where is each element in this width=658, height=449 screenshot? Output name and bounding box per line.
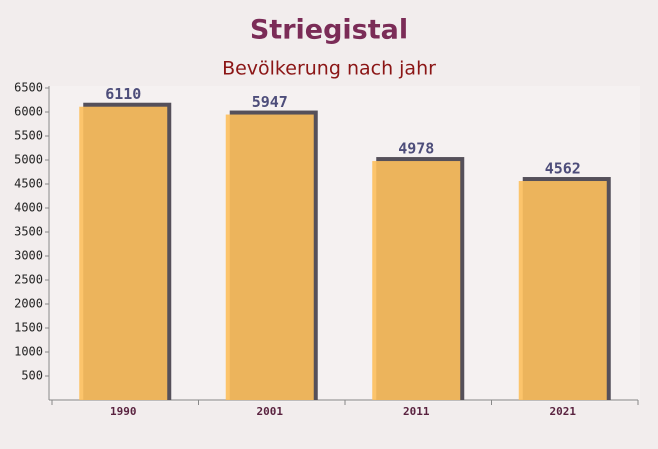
y-tick-label: 2000 <box>14 297 43 311</box>
y-tick-label: 4000 <box>14 201 43 215</box>
y-tick-label: 1500 <box>14 321 43 335</box>
y-tick-label: 1000 <box>14 345 43 359</box>
chart-title: Striegistal <box>250 15 408 46</box>
bar <box>79 106 168 400</box>
y-tick-label: 6000 <box>14 105 43 119</box>
value-label: 4978 <box>398 140 434 158</box>
y-tick-label: 3500 <box>14 225 43 239</box>
bar <box>225 114 314 400</box>
x-tick-label: 1990 <box>110 405 137 418</box>
bar <box>372 161 461 400</box>
y-tick-label: 5000 <box>14 153 43 167</box>
value-label: 4562 <box>545 160 581 178</box>
y-tick-label: 3000 <box>14 249 43 263</box>
y-tick-label: 6500 <box>14 81 43 95</box>
y-tick-label: 2500 <box>14 273 43 287</box>
y-tick-label: 5500 <box>14 129 43 143</box>
chart-subtitle: Bevölkerung nach jahr <box>222 58 436 80</box>
y-tick-label: 500 <box>21 369 43 383</box>
x-tick-label: 2021 <box>550 405 577 418</box>
bar <box>518 181 607 400</box>
y-tick-label: 4500 <box>14 177 43 191</box>
x-tick-label: 2001 <box>257 405 284 418</box>
value-label: 5947 <box>252 93 288 111</box>
x-tick-label: 2011 <box>403 405 430 418</box>
value-label: 6110 <box>105 85 141 103</box>
